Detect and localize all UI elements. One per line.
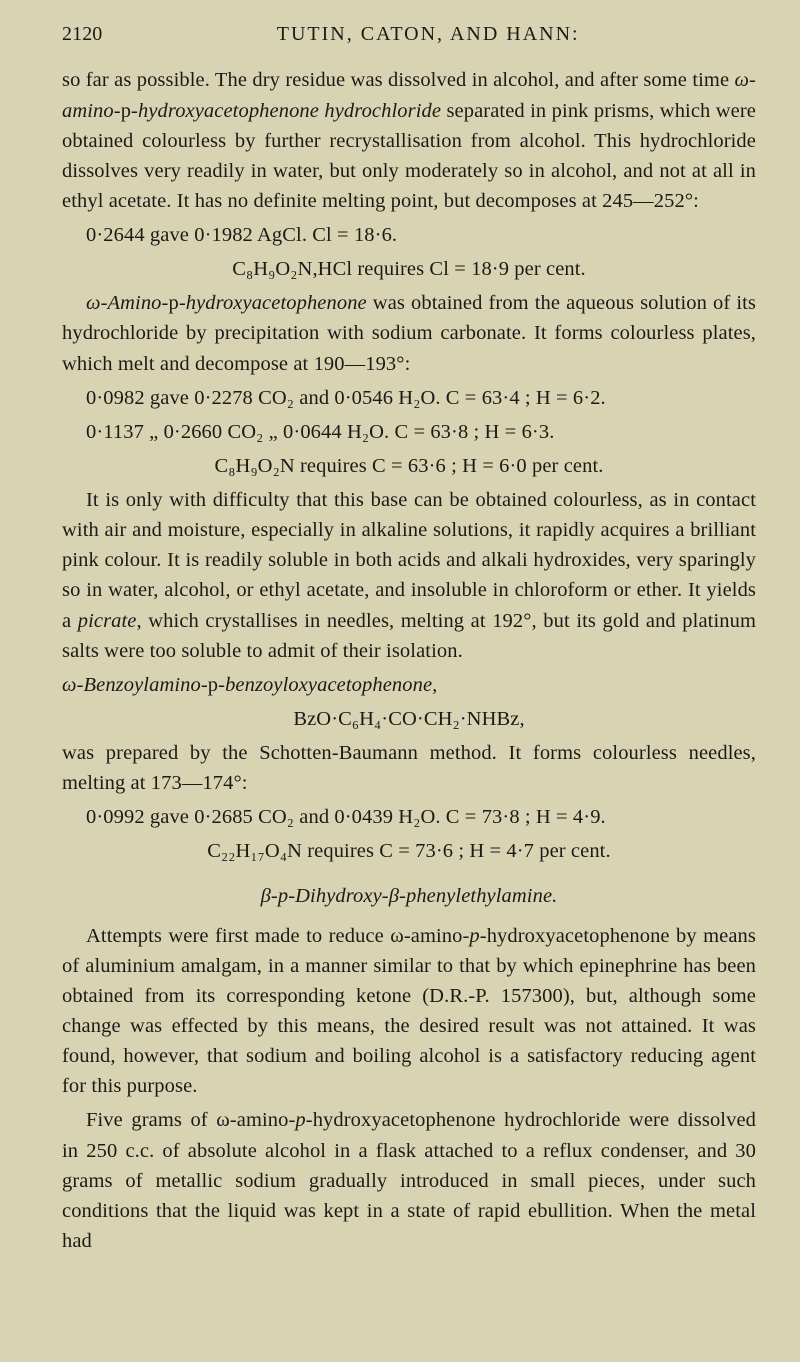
analysis-line: 0·2644 gave 0·1982 AgCl. Cl = 18·6. [62, 220, 756, 250]
paragraph: Five grams of ω-amino-p-hydroxyacetophen… [62, 1105, 756, 1256]
analysis-line: C₈H₉O₂N,HCl requires Cl = 18·9 per cent. [62, 254, 756, 284]
page-header: 2120 TUTIN, CATON, AND HANN: [62, 20, 756, 49]
analysis-line: C₈H₉O₂N requires C = 63·6 ; H = 6·0 per … [62, 451, 756, 481]
paragraph: was prepared by the Schotten-Baumann met… [62, 738, 756, 798]
page-number: 2120 [62, 20, 102, 49]
section-title: β-p-Dihydroxy-β-phenylethylamine. [62, 881, 756, 911]
paragraph: so far as possible. The dry residue was … [62, 65, 756, 216]
analysis-line: 0·1137 „ 0·2660 CO₂ „ 0·0644 H₂O. C = 63… [62, 417, 756, 447]
analysis-line: 0·0982 gave 0·2278 CO₂ and 0·0546 H₂O. C… [62, 383, 756, 413]
compound-name-line: ω-Benzoylamino-p-benzoyloxyacetophenone, [62, 670, 756, 700]
analysis-line: C₂₂H₁₇O₄N requires C = 73·6 ; H = 4·7 pe… [62, 836, 756, 866]
chemical-formula: BzO·C₆H₄·CO·CH₂·NHBz, [62, 704, 756, 734]
paragraph: Attempts were first made to reduce ω-ami… [62, 921, 756, 1102]
running-title: TUTIN, CATON, AND HANN: [277, 20, 580, 49]
paragraph: ω-Amino-p-hydroxyacetophenone was obtain… [62, 288, 756, 378]
paragraph: It is only with difficulty that this bas… [62, 485, 756, 666]
analysis-line: 0·0992 gave 0·2685 CO₂ and 0·0439 H₂O. C… [62, 802, 756, 832]
